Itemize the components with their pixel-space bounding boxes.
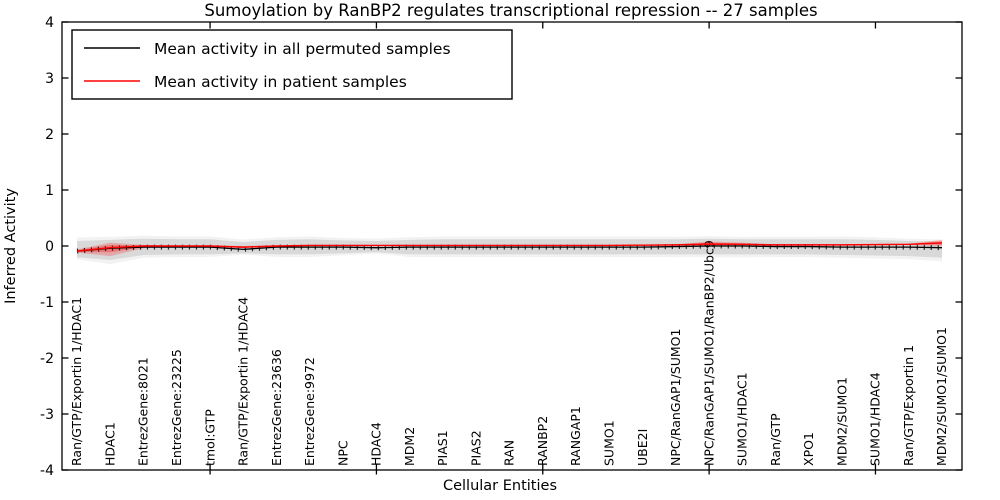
x-category-label: EntrezGene:8021 [136, 357, 151, 466]
legend-label-patient: Mean activity in patient samples [154, 73, 407, 91]
x-category-label: XPO1 [801, 432, 816, 466]
x-category-label: MDM2 [402, 427, 417, 466]
x-category-label: EntrezGene:23225 [169, 349, 184, 466]
x-category-label: SUMO1/HDAC4 [868, 372, 883, 466]
x-category-label: NPC/RanGAP1/SUMO1/RanBP2/Ubc9 [701, 240, 716, 466]
x-category-label: PIAS2 [468, 430, 483, 466]
x-category-label: Ran/GTP/Exportin 1 [901, 345, 916, 466]
x-category-label: NPC/RanGAP1/SUMO1 [668, 329, 683, 466]
y-tick-label: 4 [45, 15, 54, 31]
permuted-band-outer [77, 235, 942, 265]
y-tick-label: -2 [40, 351, 54, 367]
x-category-label: EntrezGene:23636 [269, 349, 284, 466]
x-category-label: Ran/GTP/Exportin 1/HDAC4 [236, 297, 251, 466]
x-category-label: HDAC4 [369, 422, 384, 466]
x-category-label: HDAC1 [102, 422, 117, 466]
y-tick-label: 3 [45, 71, 54, 87]
x-category-label: RANGAP1 [568, 406, 583, 466]
x-category-label: UBE2I [635, 429, 650, 466]
legend-frame [71, 29, 513, 100]
x-category-label: NPC [335, 440, 350, 466]
y-tick-label: -1 [40, 295, 54, 311]
x-category-label: Ran/GTP [768, 413, 783, 466]
y-axis-label: Inferred Activity [3, 188, 19, 304]
x-axis-label: Cellular Entities [443, 478, 557, 494]
x-category-label: MDM2/SUMO1/SUMO1 [934, 327, 949, 466]
legend: Mean activity in all permuted samples Me… [71, 29, 513, 100]
y-tick-label: -4 [40, 463, 54, 479]
y-tick-label: 1 [45, 183, 54, 199]
x-category-label: MDM2/SUMO1 [834, 377, 849, 466]
plot-underlay: Ran/GTP/Exportin 1/HDAC1 HDAC1 EntrezGene:… [69, 235, 949, 466]
permuted-mean-line [76, 245, 943, 252]
y-tick-label: 2 [45, 127, 54, 143]
x-category-label: EntrezGene:9972 [302, 357, 317, 466]
x-category-label: PIAS1 [435, 430, 450, 466]
y-tick-label: -3 [40, 407, 54, 423]
y-tick-label: 0 [45, 239, 54, 255]
x-category-label: SUMO1 [602, 420, 617, 466]
x-category-label: RANBP2 [535, 416, 550, 466]
x-category-label: RAN [502, 440, 517, 466]
chart-title: Sumoylation by RanBP2 regulates transcri… [204, 1, 817, 20]
plot-overlay: 4 3 2 1 0 -1 -2 -3 -4 [40, 15, 962, 479]
x-category-label: SUMO1/HDAC1 [735, 372, 750, 466]
x-category-label: Ran/GTP/Exportin 1/HDAC1 [69, 297, 84, 466]
legend-label-permuted: Mean activity in all permuted samples [154, 40, 451, 58]
patient-mean-line [76, 242, 943, 252]
x-category-label: tmol:GTP [202, 409, 217, 466]
